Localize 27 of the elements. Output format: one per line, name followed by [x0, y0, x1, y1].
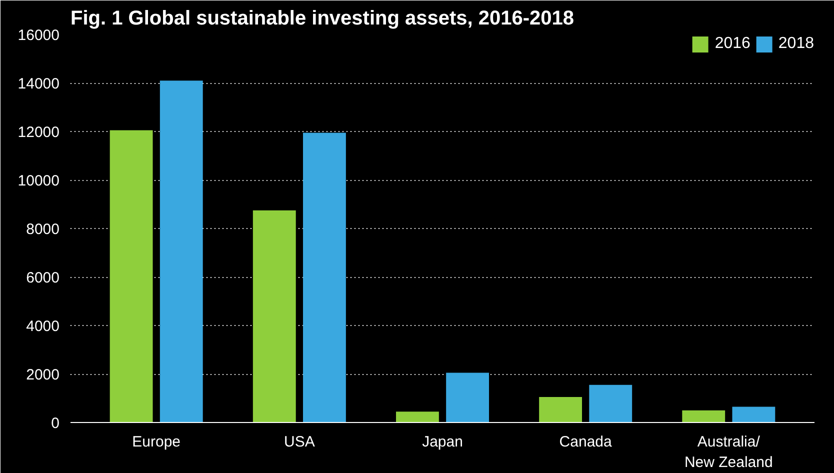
- bar: [446, 372, 489, 422]
- y-tick-label: 2000: [26, 366, 60, 384]
- y-tick-label: 14000: [18, 76, 60, 92]
- x-tick-label: Europe: [132, 434, 181, 450]
- y-tick-label: 12000: [18, 124, 60, 141]
- bar: [396, 412, 439, 422]
- bar: [160, 80, 203, 422]
- bar: [682, 410, 726, 422]
- y-tick-label: 16000: [18, 27, 60, 44]
- y-tick-label: 0: [51, 415, 60, 432]
- y-tick-label: 10000: [18, 172, 60, 190]
- legend-label: 2016: [714, 35, 750, 53]
- x-tick-label: Japan: [422, 434, 463, 450]
- bar: [589, 384, 632, 422]
- y-tick-label: 8000: [26, 221, 60, 238]
- bar: [303, 132, 346, 422]
- bar: [539, 397, 582, 422]
- y-tick-label: 6000: [26, 270, 60, 286]
- bar: [732, 406, 776, 422]
- x-tick-label: Canada: [559, 434, 613, 450]
- bar: [110, 130, 153, 422]
- bar: [252, 210, 296, 422]
- y-tick-label: 4000: [26, 318, 60, 335]
- x-tick-label: USA: [284, 434, 315, 450]
- x-tick-label: Australia/ New Zealand: [684, 434, 773, 471]
- chart-title: Fig. 1 Global sustainable investing assets, 2016-2018: [70, 8, 574, 30]
- legend-label: 2018: [778, 35, 814, 53]
